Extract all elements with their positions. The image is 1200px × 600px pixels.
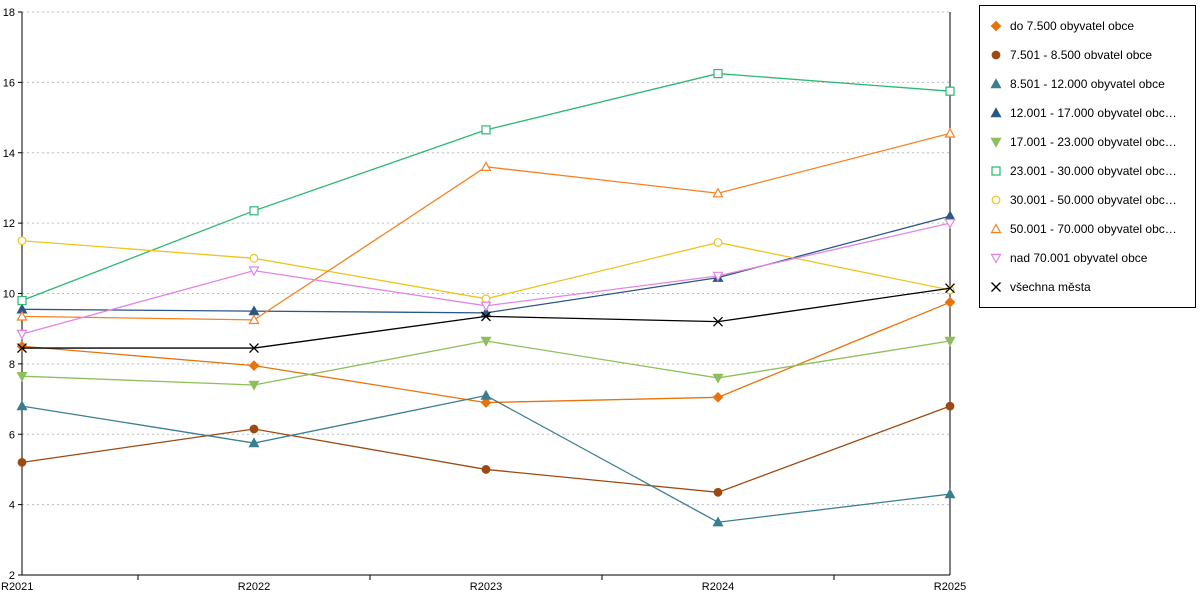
legend-label: všechna města xyxy=(1010,279,1091,294)
x-tick-label: R2022 xyxy=(238,581,270,593)
y-tick-label: 6 xyxy=(9,429,15,441)
y-tick-label: 14 xyxy=(3,148,15,160)
x-tick-label: R2023 xyxy=(470,581,502,593)
legend-label: do 7.500 obyvatel obce xyxy=(1010,18,1135,33)
gridlines xyxy=(22,11,950,506)
square-icon xyxy=(991,165,1001,176)
y-tick-label: 2 xyxy=(9,570,15,582)
legend-label: 8.501 - 12.000 obyvatel obce xyxy=(1010,76,1165,91)
x-icon xyxy=(991,281,1001,292)
diamond-icon xyxy=(990,20,1002,31)
x-tick-label: R2021 xyxy=(1,581,33,593)
legend-item[interactable]: 50.001 - 70.000 obyvatel obc… xyxy=(988,214,1187,243)
legend-item[interactable]: 8.501 - 12.000 obyvatel obce xyxy=(988,69,1187,98)
legend-label: 7.501 - 8.500 obvatel obce xyxy=(1010,47,1153,62)
legend-label: 23.001 - 30.000 obyvatel obc… xyxy=(1010,163,1177,178)
y-axis-labels: 2 4 6 8 10 12 14 16 18 xyxy=(3,7,22,582)
circle-icon xyxy=(991,195,1001,204)
series-circle xyxy=(17,236,955,304)
legend-label: 50.001 - 70.000 obyvatel obc… xyxy=(1010,221,1177,236)
series-line xyxy=(21,405,951,493)
series-triangle-up xyxy=(16,127,956,325)
x-tick-label: R2024 xyxy=(702,581,734,593)
legend-item[interactable]: do 7.500 obyvatel obce xyxy=(988,11,1187,40)
legend-label: 30.001 - 50.000 obyvatel obc… xyxy=(1010,192,1177,207)
triangle-up-icon xyxy=(990,222,1002,233)
series-square xyxy=(17,68,955,306)
y-tick-label: 16 xyxy=(3,77,15,89)
line-chart: 2 4 6 8 10 12 14 16 18 R2021 R2022 R2023 R2024 R2025 xyxy=(1,7,966,593)
y-tick-label: 4 xyxy=(9,500,15,512)
series-circle xyxy=(17,401,955,497)
series-line xyxy=(21,301,951,404)
y-tick-label: 10 xyxy=(3,289,15,301)
legend-item[interactable]: všechna města xyxy=(988,272,1187,301)
y-tick-label: 8 xyxy=(9,359,15,371)
series-triangle-down xyxy=(16,218,956,340)
triangle-up-icon xyxy=(990,106,1002,117)
y-tick-label: 18 xyxy=(3,7,15,19)
legend-item[interactable]: 7.501 - 8.500 obvatel obce xyxy=(988,40,1187,69)
legend-label: 17.001 - 23.000 obyvatel obc… xyxy=(1010,134,1177,149)
series-x xyxy=(17,283,955,354)
legend-item[interactable]: 17.001 - 23.000 obyvatel obc… xyxy=(988,127,1187,156)
legend-label: nad 70.001 obyvatel obce xyxy=(1010,250,1148,265)
x-axis-labels: R2021 R2022 R2023 R2024 R2025 xyxy=(1,575,966,593)
legend-item[interactable]: 12.001 - 17.000 obyvatel obc… xyxy=(988,98,1187,127)
legend-item[interactable]: nad 70.001 obyvatel obce xyxy=(988,243,1187,272)
series-line xyxy=(21,222,951,335)
legend-item[interactable]: 30.001 - 50.000 obyvatel obc… xyxy=(988,185,1187,214)
series-triangle-up xyxy=(16,389,956,527)
legend: do 7.500 obyvatel obce 7.501 - 8.500 obva… xyxy=(979,5,1196,308)
series-group xyxy=(16,68,956,527)
y-tick-label: 12 xyxy=(3,218,15,230)
triangle-up-icon xyxy=(990,77,1002,88)
triangle-down-icon xyxy=(990,137,1002,148)
legend-item[interactable]: 23.001 - 30.000 obyvatel obc… xyxy=(988,156,1187,185)
axes xyxy=(21,12,951,576)
series-line xyxy=(21,240,951,300)
x-tick-label: R2025 xyxy=(934,581,966,593)
triangle-down-icon xyxy=(990,253,1002,264)
series-line xyxy=(21,394,951,523)
legend-label: 12.001 - 17.000 obyvatel obc… xyxy=(1010,105,1177,120)
series-line xyxy=(21,72,951,302)
series-triangle-down xyxy=(16,336,956,391)
series-diamond xyxy=(16,296,956,408)
circle-icon xyxy=(991,50,1001,59)
